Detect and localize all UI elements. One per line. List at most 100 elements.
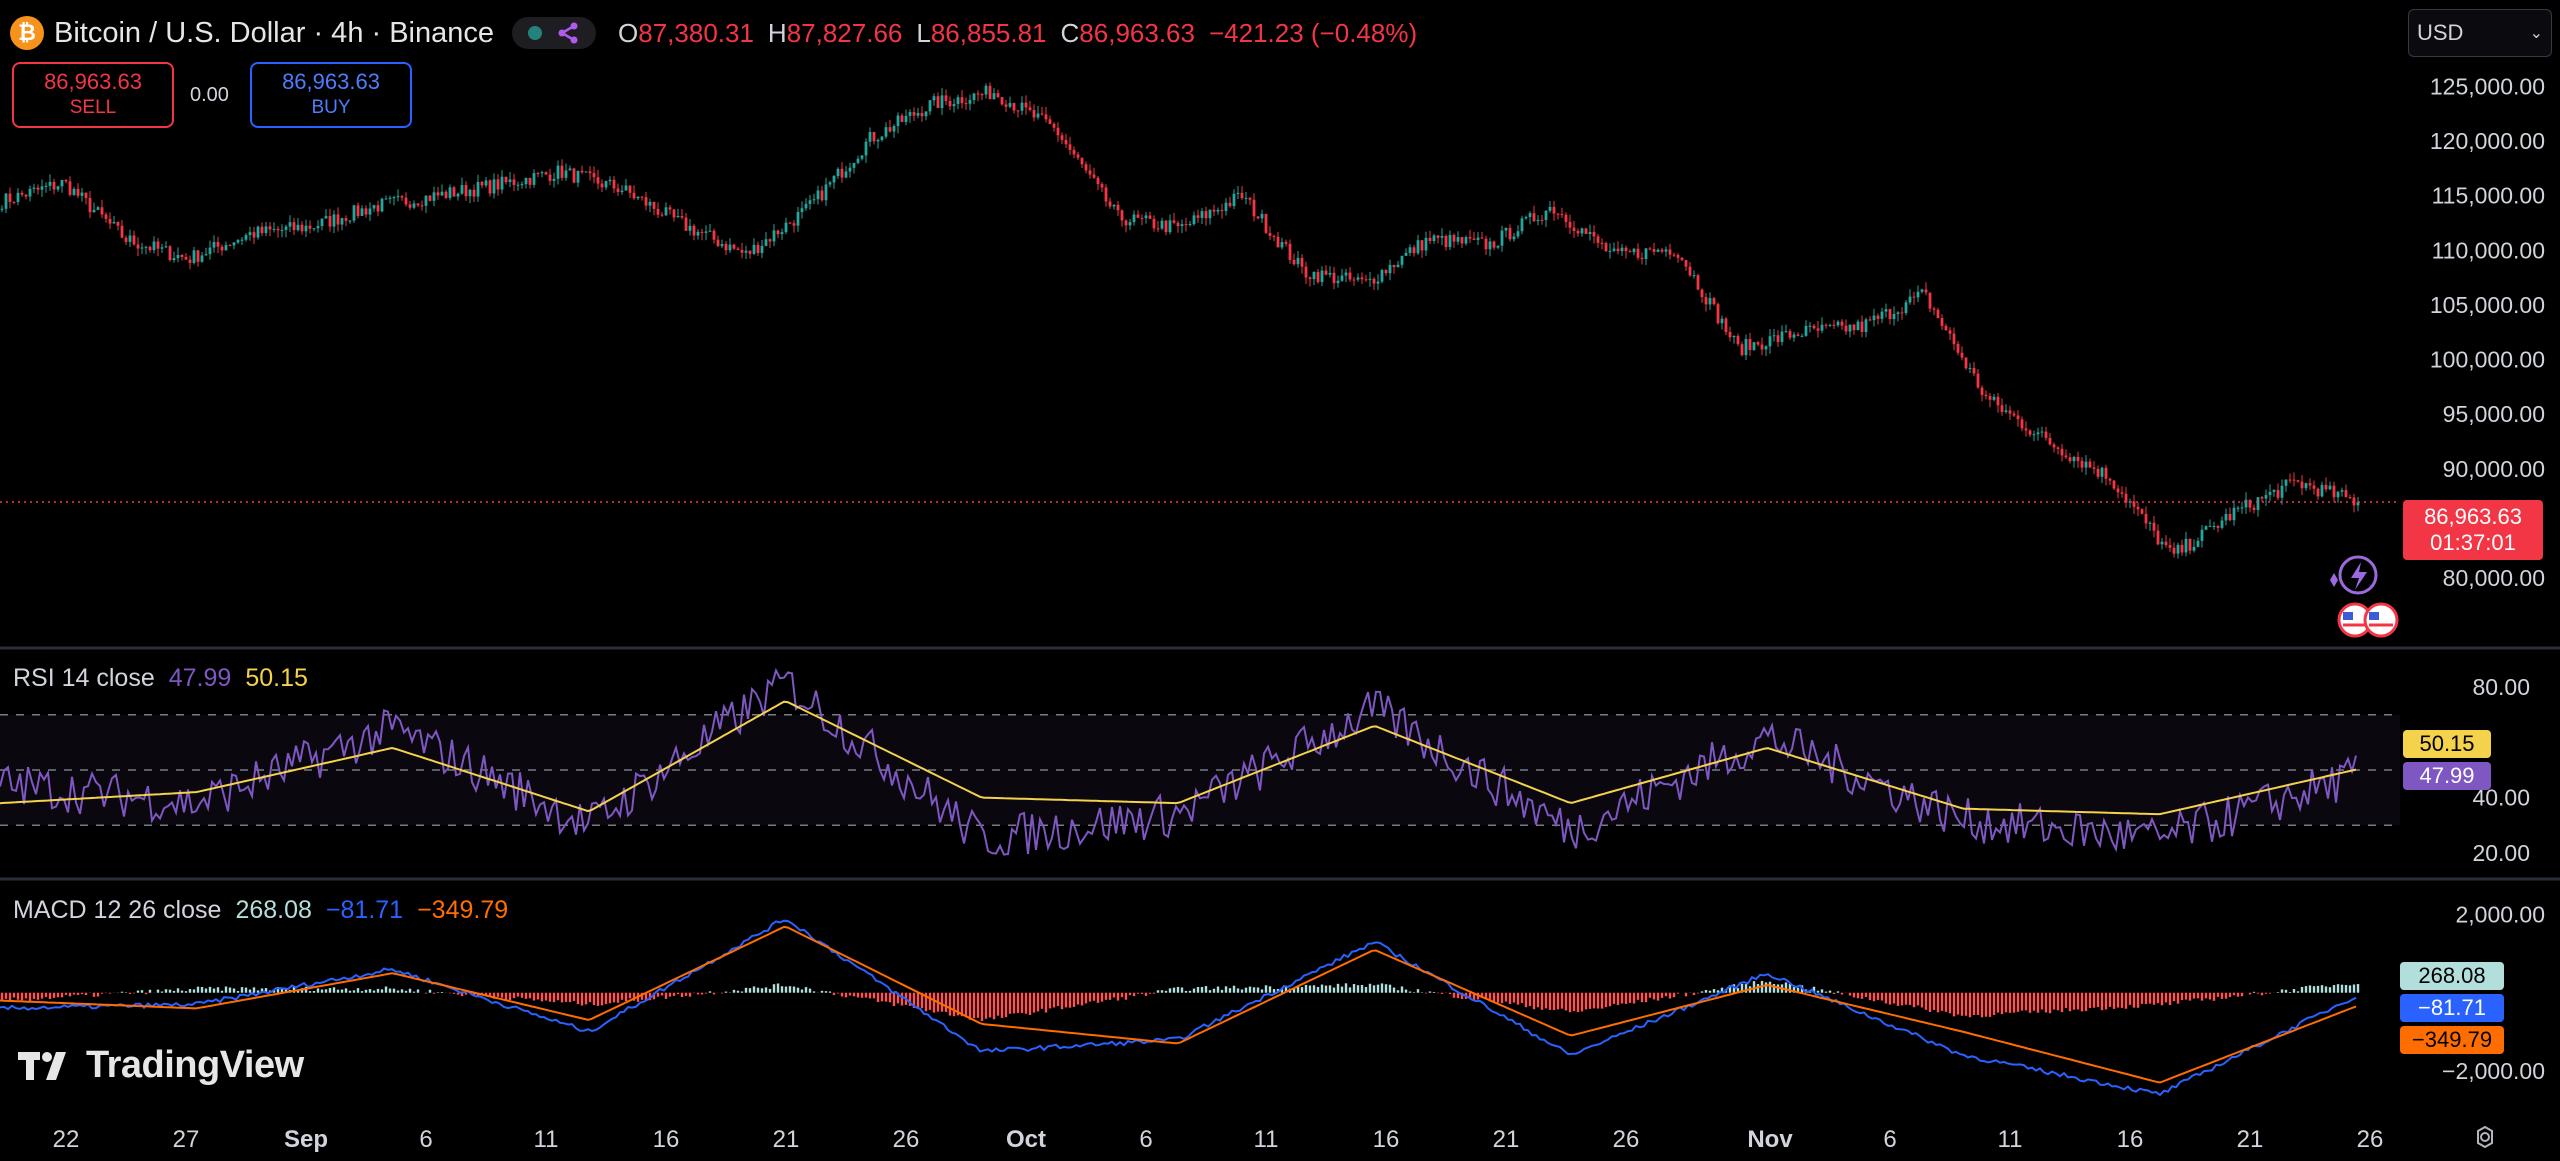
candle-body[interactable]: [1056, 127, 1060, 136]
candle-body[interactable]: [696, 231, 700, 236]
candle-body[interactable]: [1680, 257, 1684, 261]
candle-body[interactable]: [1488, 241, 1492, 250]
candle-body[interactable]: [1828, 324, 1832, 326]
candle-body[interactable]: [96, 207, 100, 210]
candle-body[interactable]: [1972, 367, 1976, 374]
macd-legend[interactable]: MACD 12 26 close 268.08 −81.71 −349.79: [13, 896, 508, 925]
candle-body[interactable]: [252, 232, 256, 238]
candle-body[interactable]: [1364, 279, 1368, 281]
candle-body[interactable]: [1136, 214, 1140, 218]
candle-body[interactable]: [2184, 538, 2188, 553]
candle-body[interactable]: [1988, 396, 1992, 400]
candle-body[interactable]: [320, 218, 324, 227]
candle-body[interactable]: [32, 187, 36, 189]
candle-body[interactable]: [516, 184, 520, 186]
candle-body[interactable]: [480, 181, 484, 186]
candle-body[interactable]: [1860, 321, 1864, 332]
macd-pane[interactable]: 2,000.00 −2,000.00: [0, 902, 2545, 1097]
candle-body[interactable]: [60, 179, 64, 187]
us-flag-event-icon[interactable]: [2337, 602, 2399, 638]
candle-body[interactable]: [1924, 289, 1928, 293]
candle-body[interactable]: [2084, 461, 2088, 468]
candle-body[interactable]: [1604, 243, 1608, 252]
candle-body[interactable]: [1080, 157, 1084, 165]
candle-body[interactable]: [1756, 342, 1760, 345]
candle-body[interactable]: [1720, 318, 1724, 324]
candle-body[interactable]: [2196, 540, 2200, 547]
candle-body[interactable]: [1096, 177, 1100, 185]
candle-body[interactable]: [1220, 209, 1224, 212]
candle-body[interactable]: [1352, 279, 1356, 281]
candle-body[interactable]: [948, 101, 952, 107]
candle-body[interactable]: [812, 199, 816, 201]
candle-body[interactable]: [200, 255, 204, 262]
candle-body[interactable]: [1212, 209, 1216, 212]
candle-body[interactable]: [888, 127, 892, 132]
candle-body[interactable]: [92, 209, 96, 213]
candle-body[interactable]: [124, 237, 128, 242]
candle-body[interactable]: [376, 205, 380, 212]
candle-body[interactable]: [80, 192, 84, 196]
candle-body[interactable]: [44, 185, 48, 187]
candle-body[interactable]: [1848, 324, 1852, 332]
candle-body[interactable]: [2100, 467, 2104, 477]
candle-body[interactable]: [684, 217, 688, 231]
candle-body[interactable]: [1928, 292, 1932, 309]
candle-body[interactable]: [1552, 206, 1556, 214]
candle-body[interactable]: [1048, 119, 1052, 124]
candle-body[interactable]: [728, 244, 732, 251]
candle-body[interactable]: [1216, 209, 1220, 212]
candle-body[interactable]: [944, 95, 948, 102]
tradingview-logo[interactable]: TradingView: [18, 1044, 304, 1087]
candle-body[interactable]: [1380, 270, 1384, 282]
candle-body[interactable]: [1460, 237, 1464, 244]
candle-body[interactable]: [692, 225, 696, 236]
candle-body[interactable]: [604, 181, 608, 188]
candle-body[interactable]: [2144, 513, 2148, 524]
candle-body[interactable]: [2264, 495, 2268, 499]
candle-body[interactable]: [1772, 335, 1776, 337]
candle-body[interactable]: [1968, 367, 1972, 369]
candle-body[interactable]: [1548, 206, 1552, 211]
candle-body[interactable]: [1540, 219, 1544, 221]
candle-body[interactable]: [300, 224, 304, 232]
rsi-legend[interactable]: RSI 14 close 47.99 50.15: [13, 664, 308, 693]
candle-body[interactable]: [1960, 352, 1964, 358]
candle-body[interactable]: [416, 203, 420, 206]
candle-body[interactable]: [1332, 272, 1336, 284]
candle-body[interactable]: [1944, 325, 1948, 331]
candle-body[interactable]: [996, 93, 1000, 98]
candle-body[interactable]: [804, 203, 808, 209]
candle-body[interactable]: [1980, 387, 1984, 395]
candle-body[interactable]: [1316, 271, 1320, 283]
candle-body[interactable]: [956, 97, 960, 105]
candle-body[interactable]: [788, 222, 792, 224]
candle-body[interactable]: [1816, 328, 1820, 331]
candle-body[interactable]: [1132, 214, 1136, 223]
candle-body[interactable]: [2232, 507, 2236, 521]
candle-body[interactable]: [1088, 170, 1092, 175]
candle-body[interactable]: [1028, 107, 1032, 111]
candle-body[interactable]: [524, 177, 528, 185]
candle-body[interactable]: [1516, 231, 1520, 237]
candle-body[interactable]: [1580, 228, 1584, 234]
candle-body[interactable]: [940, 95, 944, 109]
candle-body[interactable]: [1852, 324, 1856, 331]
candle-body[interactable]: [296, 224, 300, 231]
candle-body[interactable]: [744, 250, 748, 253]
candle-body[interactable]: [1904, 302, 1908, 313]
candle-body[interactable]: [2280, 485, 2284, 498]
candle-body[interactable]: [308, 225, 312, 229]
candle-body[interactable]: [820, 190, 824, 201]
candle-body[interactable]: [272, 228, 276, 230]
candle-body[interactable]: [1288, 243, 1292, 260]
candle-body[interactable]: [1348, 272, 1352, 280]
candle-body[interactable]: [504, 176, 508, 183]
candle-body[interactable]: [1596, 236, 1600, 243]
candle-body[interactable]: [2288, 479, 2292, 481]
candle-body[interactable]: [2344, 490, 2348, 498]
candle-body[interactable]: [952, 104, 956, 107]
price-axis[interactable]: 125,000.00 120,000.00 115,000.00 110,000.00…: [2430, 73, 2545, 591]
buy-button[interactable]: 86,963.63 BUY: [250, 62, 412, 128]
candle-body[interactable]: [1556, 213, 1560, 215]
